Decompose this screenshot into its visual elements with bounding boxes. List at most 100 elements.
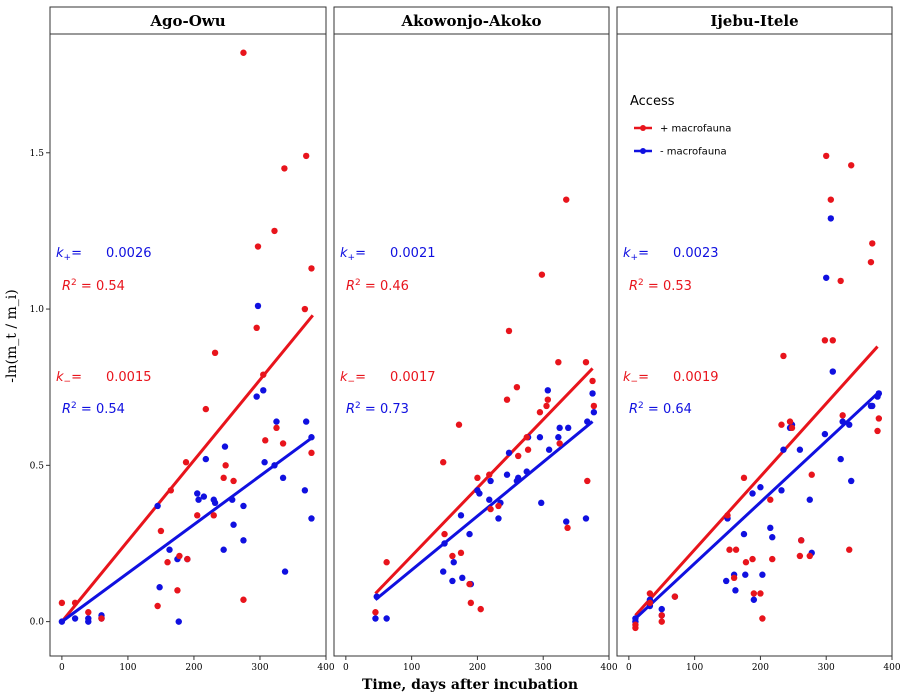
point-minus [195, 496, 202, 503]
point-minus [869, 402, 876, 410]
point-plus [167, 487, 175, 494]
point-minus [85, 615, 92, 622]
y-tick-label: 0.0 [30, 618, 45, 628]
point-plus [584, 477, 591, 485]
point-plus [848, 162, 855, 169]
point-minus [71, 615, 79, 622]
point-plus [564, 524, 571, 532]
point-minus [440, 568, 447, 575]
panel-1: Akowonjo-Akoko 0 100 200 300 400 k+= 0.0021 R2 =… [333, 6, 618, 673]
k-plus-annotation-value: 0.0023 [673, 246, 719, 261]
y-tick-label: 0.5 [30, 461, 45, 471]
point-minus [202, 455, 210, 463]
point-minus [590, 409, 598, 416]
point-plus [58, 599, 66, 607]
point-minus [175, 618, 182, 625]
k-plus-annotation: k+= [623, 246, 649, 263]
point-minus [536, 434, 544, 441]
point-plus [780, 352, 787, 360]
panel-frame [49, 33, 327, 657]
point-plus [798, 537, 805, 544]
r2-minus-annotation: R2 = 0.73 [346, 401, 409, 417]
point-minus [373, 593, 380, 600]
point-plus [308, 449, 315, 457]
point-plus [867, 258, 875, 266]
point-plus [174, 587, 181, 594]
axis-titles: Time, days after incubation -ln(m_t / m_… [4, 289, 578, 693]
panel-0: Ago-Owu 0 100 200 300 400 0.0 0.5 1.0 1.5 k+= 0.002… [30, 6, 335, 673]
point-plus [260, 371, 267, 378]
point-minus [875, 390, 883, 397]
point-minus [486, 496, 493, 503]
point-plus [515, 452, 522, 460]
x-tick-label: 200 [185, 663, 202, 673]
point-plus [449, 552, 456, 560]
y-axis-title-text: -ln(m_t / m_i) [4, 289, 20, 382]
point-minus [821, 430, 829, 438]
point-plus [658, 618, 665, 625]
legend-key-point [640, 148, 646, 154]
point-plus [279, 440, 287, 447]
point-plus [875, 415, 883, 422]
point-plus [846, 546, 853, 553]
point-plus [495, 502, 502, 510]
point-minus [757, 484, 764, 491]
point-minus [780, 446, 787, 453]
point-plus [806, 552, 813, 560]
point-plus [253, 324, 260, 332]
point-minus [273, 418, 280, 425]
k-plus-annotation: k+= [340, 246, 366, 263]
x-tick-label: 300 [818, 663, 835, 673]
point-plus [211, 349, 219, 357]
point-plus [796, 552, 804, 560]
panel-title: Akowonjo-Akoko [401, 12, 542, 30]
point-minus [302, 418, 310, 425]
point-minus [271, 462, 278, 469]
point-minus [846, 421, 853, 428]
point-plus [184, 555, 191, 563]
r2-plus-annotation: R2 = 0.54 [62, 278, 125, 294]
regression-line-plus [634, 345, 879, 617]
point-minus [796, 446, 804, 453]
k-minus-annotation: k−= [56, 370, 82, 387]
point-minus [459, 574, 466, 582]
point-minus [476, 490, 483, 497]
point-plus [281, 165, 288, 172]
point-plus [827, 196, 835, 203]
point-minus [260, 387, 267, 394]
y-axis-title: -ln(m_t / m_i) [4, 289, 20, 382]
point-minus [556, 424, 563, 432]
point-plus [556, 440, 563, 447]
point-plus [808, 471, 815, 478]
point-plus [273, 424, 280, 432]
regression-line-plus [60, 314, 314, 623]
panel-2: Ijebu-Itele 0 100 200 300 400 k+= 0.0023 R2 = 0.… [616, 6, 900, 673]
panel-strip [616, 6, 893, 35]
point-minus [229, 496, 236, 503]
point-plus [230, 477, 237, 485]
point-plus [487, 505, 494, 513]
point-plus [455, 421, 463, 428]
point-minus [301, 487, 309, 494]
panel-marks [58, 49, 315, 625]
point-plus [730, 574, 738, 582]
point-plus [254, 243, 262, 250]
point-plus [839, 412, 846, 419]
point-plus [823, 152, 830, 160]
point-plus [829, 337, 836, 344]
point-plus [555, 358, 562, 366]
k-minus-annotation: k−= [340, 370, 366, 387]
r2-minus-annotation: R2 = 0.54 [62, 401, 125, 417]
point-plus [441, 530, 448, 538]
point-plus [646, 590, 654, 597]
point-plus [503, 396, 511, 403]
k-minus-annotation-value: 0.0017 [390, 370, 436, 385]
chart-panels: Ago-Owu 0 100 200 300 400 0.0 0.5 1.0 1.5 k+= 0.002… [30, 6, 900, 673]
point-minus [449, 577, 456, 585]
point-plus [98, 615, 105, 622]
legend-key-point [640, 125, 646, 131]
point-plus [301, 305, 309, 313]
point-minus [545, 446, 553, 453]
x-tick-label: 300 [535, 663, 552, 673]
